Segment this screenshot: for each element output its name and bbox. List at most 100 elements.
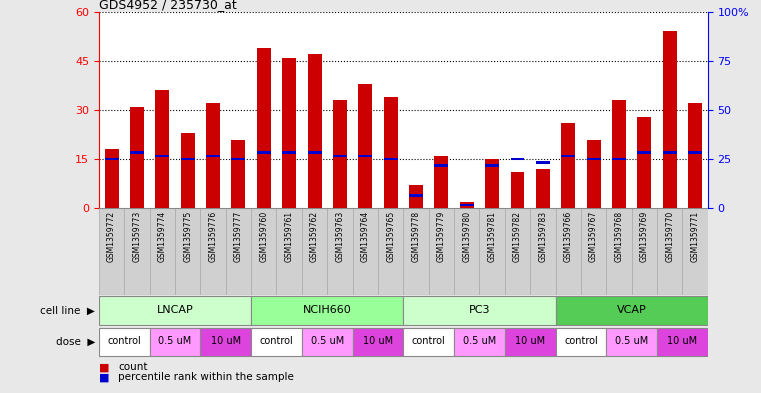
Bar [276,208,302,295]
Text: 10 uM: 10 uM [515,336,545,346]
Bar [505,328,556,356]
Text: GDS4952 / 235730_at: GDS4952 / 235730_at [99,0,237,11]
Bar [302,208,327,295]
Bar [333,154,347,157]
Bar [282,58,296,208]
Text: dose  ▶: dose ▶ [56,337,95,347]
Bar [536,169,550,208]
Bar [206,103,220,208]
Bar [181,133,195,208]
Bar [460,202,473,208]
Bar [435,164,448,167]
Text: GSM1359783: GSM1359783 [538,211,547,262]
Bar [657,328,708,356]
Bar [251,328,302,356]
Text: GSM1359782: GSM1359782 [513,211,522,262]
Text: percentile rank within the sample: percentile rank within the sample [118,372,294,382]
Bar [663,151,677,154]
Text: GSM1359766: GSM1359766 [564,211,573,262]
Bar [556,208,581,295]
Bar [657,208,683,295]
Text: 10 uM: 10 uM [211,336,240,346]
Bar [688,103,702,208]
Bar [505,208,530,295]
Text: count: count [118,362,148,373]
Bar [358,84,372,208]
Bar [638,117,651,208]
Text: 0.5 uM: 0.5 uM [463,336,496,346]
Bar [150,328,200,356]
Text: GSM1359776: GSM1359776 [209,211,218,262]
Bar [638,151,651,154]
Bar [683,208,708,295]
Bar [688,151,702,154]
Bar [99,296,251,325]
Text: PC3: PC3 [469,305,490,315]
Bar [409,194,423,196]
Text: GSM1359763: GSM1359763 [336,211,345,262]
Text: 10 uM: 10 uM [667,336,697,346]
Bar [403,328,454,356]
Bar [663,31,677,208]
Bar [607,208,632,295]
Bar [124,208,150,295]
Text: NCIH660: NCIH660 [303,305,352,315]
Bar [307,151,322,154]
Bar [587,158,600,160]
Text: GSM1359772: GSM1359772 [107,211,116,262]
Bar [155,154,169,157]
Bar [130,151,144,154]
Text: VCAP: VCAP [616,305,647,315]
Text: 0.5 uM: 0.5 uM [158,336,192,346]
Text: LNCAP: LNCAP [157,305,193,315]
Text: GSM1359762: GSM1359762 [310,211,319,262]
Bar [460,204,473,206]
Bar [511,172,524,208]
Bar [612,100,626,208]
Bar [607,328,657,356]
Bar [251,296,403,325]
Bar [435,156,448,208]
Bar [556,296,708,325]
Bar [352,208,378,295]
Text: GSM1359775: GSM1359775 [183,211,193,262]
Text: GSM1359767: GSM1359767 [589,211,598,262]
Bar [99,208,124,295]
Text: control: control [564,336,598,346]
Bar [561,123,575,208]
Text: 0.5 uM: 0.5 uM [615,336,648,346]
Bar [302,328,352,356]
Bar [99,328,150,356]
Text: GSM1359768: GSM1359768 [614,211,623,262]
Bar [384,158,397,160]
Bar [155,90,169,208]
Text: GSM1359760: GSM1359760 [260,211,269,262]
Bar [200,208,226,295]
Text: cell line  ▶: cell line ▶ [40,305,95,316]
Bar [384,97,397,208]
Bar [454,328,505,356]
Text: ■: ■ [99,372,110,382]
Bar [175,208,200,295]
Bar [530,208,556,295]
Text: GSM1359765: GSM1359765 [386,211,395,262]
Bar [403,208,428,295]
Text: 10 uM: 10 uM [363,336,393,346]
Bar [200,328,251,356]
Bar [486,159,499,208]
Text: GSM1359777: GSM1359777 [234,211,243,262]
Bar [511,158,524,160]
Bar [409,185,423,208]
Bar [333,100,347,208]
Text: GSM1359769: GSM1359769 [640,211,649,262]
Bar [256,151,271,154]
Text: GSM1359773: GSM1359773 [132,211,142,262]
Bar [231,140,245,208]
Bar [536,161,550,164]
Text: control: control [412,336,446,346]
Text: GSM1359761: GSM1359761 [285,211,294,262]
Bar [181,158,195,160]
Bar [428,208,454,295]
Bar [105,158,119,160]
Bar [231,158,245,160]
